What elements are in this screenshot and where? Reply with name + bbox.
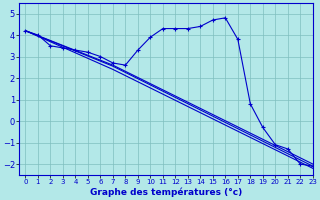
X-axis label: Graphe des températures (°c): Graphe des températures (°c) [90, 188, 242, 197]
